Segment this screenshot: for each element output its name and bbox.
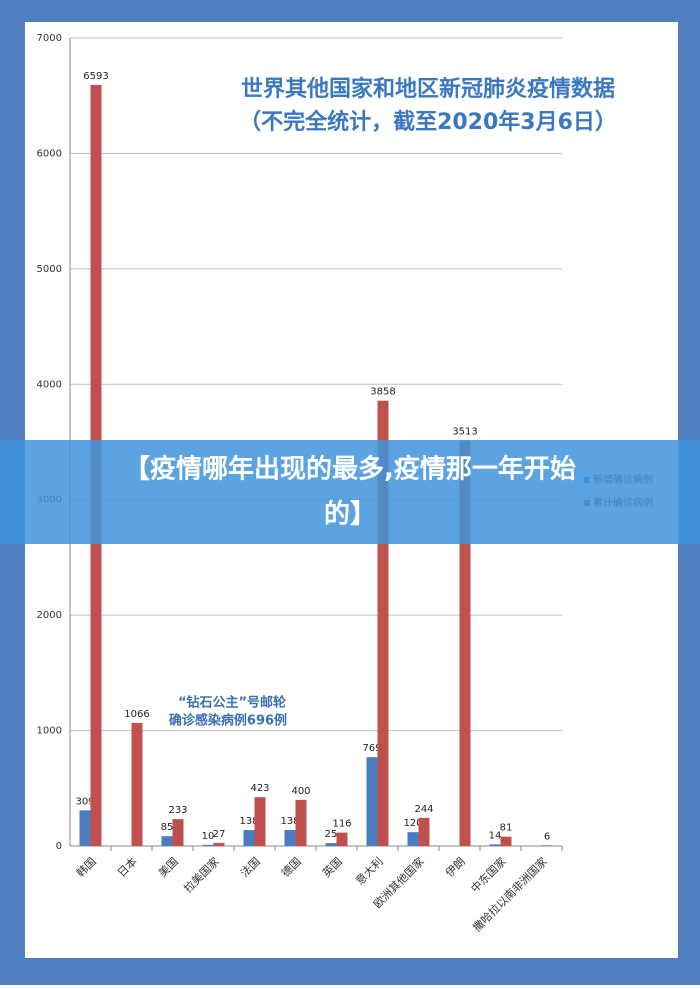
bar	[500, 836, 512, 846]
bar	[202, 844, 214, 846]
data-label: 400	[291, 786, 310, 797]
bar	[325, 843, 337, 846]
y-tick-label: 5000	[37, 264, 62, 275]
bar	[377, 400, 389, 846]
chart-subtitle: （不完全统计，截至2020年3月6日）	[239, 109, 617, 135]
data-label: 120	[403, 818, 422, 829]
data-label: 244	[414, 804, 433, 815]
y-tick-label: 4000	[37, 379, 62, 390]
bar	[131, 722, 143, 846]
y-tick-label: 7000	[37, 33, 62, 44]
y-tick-label: 2000	[37, 610, 62, 621]
data-label: 1066	[124, 709, 149, 720]
bar	[161, 836, 173, 846]
bar	[541, 845, 553, 846]
data-label: 769	[362, 743, 381, 754]
bar	[418, 817, 430, 846]
data-label: 3513	[452, 426, 477, 437]
data-label: 85	[161, 822, 174, 833]
data-label: 423	[250, 783, 269, 794]
y-tick-label: 0	[56, 841, 62, 852]
banner	[0, 440, 700, 544]
data-label: 10	[202, 831, 215, 842]
bar	[243, 830, 255, 846]
bar	[407, 832, 419, 846]
bar	[489, 844, 501, 846]
data-label: 233	[168, 805, 187, 816]
bar	[79, 810, 91, 846]
bar	[459, 440, 471, 846]
data-label: 6593	[83, 71, 108, 82]
y-tick-label: 1000	[37, 726, 62, 737]
banner-text: 的】	[324, 499, 376, 530]
data-label: 116	[332, 819, 351, 830]
annotation: “钻石公主”号邮轮	[178, 695, 286, 711]
y-tick-label: 6000	[37, 148, 62, 159]
bar	[295, 799, 307, 846]
data-label: 309	[75, 796, 94, 807]
chart-title: 世界其他国家和地区新冠肺炎疫情数据	[241, 76, 615, 102]
data-label: 25	[325, 829, 338, 840]
data-label: 81	[500, 823, 513, 834]
bar	[213, 842, 225, 846]
bar	[254, 797, 266, 846]
data-label: 6	[544, 831, 550, 842]
data-label: 14	[489, 830, 502, 841]
bar	[284, 830, 296, 846]
banner-text: 【疫情哪年出现的最多,疫情那一年开始	[124, 454, 576, 485]
bar	[366, 757, 378, 846]
data-label: 27	[213, 829, 226, 840]
bar	[336, 832, 348, 846]
data-label: 138	[239, 816, 258, 827]
bar	[172, 819, 184, 846]
data-label: 3858	[370, 387, 395, 398]
data-label: 138	[280, 816, 299, 827]
annotation: 确诊感染病例696例	[169, 713, 287, 729]
